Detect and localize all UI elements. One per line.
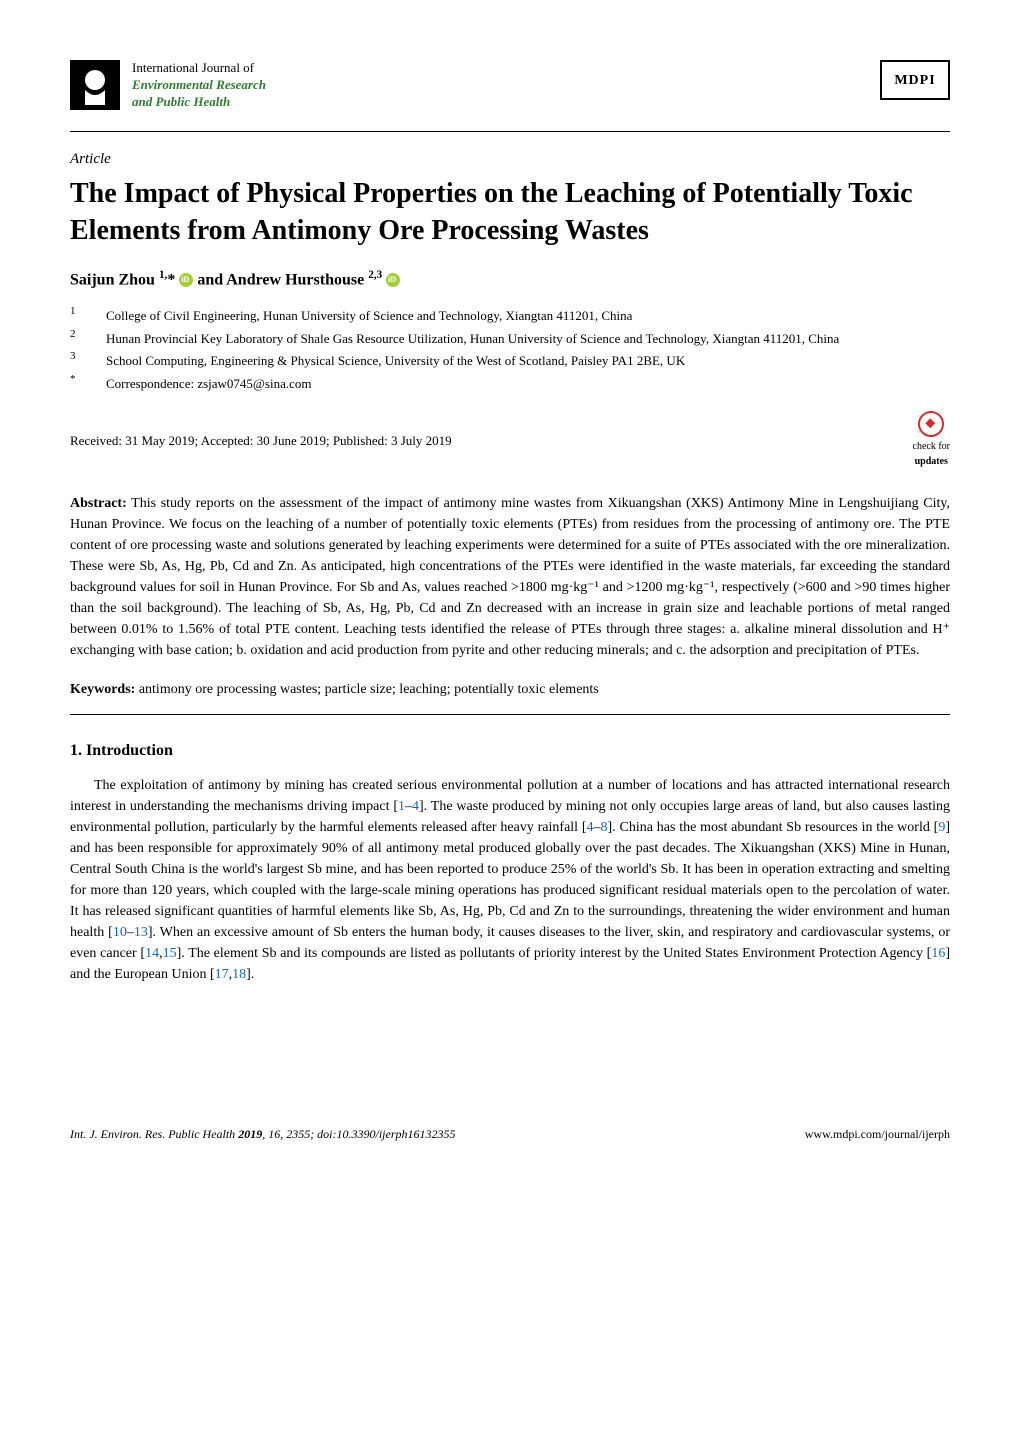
- dates-row: Received: 31 May 2019; Accepted: 30 June…: [70, 411, 950, 469]
- authors-line: Saijun Zhou 1,* and Andrew Hursthouse 2,…: [70, 267, 950, 292]
- affiliation-2: 2Hunan Provincial Key Laboratory of Shal…: [90, 329, 950, 349]
- footer-link[interactable]: www.mdpi.com/journal/ijerph: [805, 1127, 950, 1141]
- affiliation-1: 1College of Civil Engineering, Hunan Uni…: [90, 306, 950, 326]
- article-title: The Impact of Physical Properties on the…: [70, 176, 950, 249]
- affiliations-block: 1College of Civil Engineering, Hunan Uni…: [70, 306, 950, 393]
- publisher-name: MDPI: [894, 70, 935, 91]
- correspondence-text: Correspondence: zsjaw0745@sina.com: [106, 376, 311, 391]
- journal-line3: and Public Health: [132, 94, 266, 111]
- journal-block: International Journal of Environmental R…: [70, 60, 266, 111]
- check-updates-label2: updates: [915, 454, 948, 469]
- keywords-block: Keywords: antimony ore processing wastes…: [70, 679, 950, 700]
- intro-paragraph-1: The exploitation of antimony by mining h…: [70, 775, 950, 985]
- header-divider: [70, 131, 950, 132]
- publication-dates: Received: 31 May 2019; Accepted: 30 June…: [70, 431, 452, 451]
- abstract-block: Abstract: This study reports on the asse…: [70, 493, 950, 661]
- abstract-label: Abstract:: [70, 496, 127, 511]
- affiliation-2-text: Hunan Provincial Key Laboratory of Shale…: [106, 331, 839, 346]
- abstract-text: This study reports on the assessment of …: [70, 496, 950, 658]
- journal-line1: International Journal of: [132, 60, 266, 77]
- section-1-heading: 1. Introduction: [70, 739, 950, 763]
- footer-journal-url[interactable]: www.mdpi.com/journal/ijerph: [805, 1125, 950, 1143]
- check-updates-label1: check for: [913, 439, 950, 454]
- page-header: International Journal of Environmental R…: [70, 60, 950, 111]
- keywords-label: Keywords:: [70, 682, 135, 697]
- check-updates-badge[interactable]: check for updates: [913, 411, 950, 469]
- affiliation-1-text: College of Civil Engineering, Hunan Univ…: [106, 308, 632, 323]
- affiliation-3-text: School Computing, Engineering & Physical…: [106, 353, 685, 368]
- correspondence: *Correspondence: zsjaw0745@sina.com: [90, 374, 950, 394]
- article-type: Article: [70, 148, 950, 171]
- journal-title-text: International Journal of Environmental R…: [132, 60, 266, 111]
- publisher-logo: MDPI: [880, 60, 950, 100]
- footer-citation: Int. J. Environ. Res. Public Health 2019…: [70, 1125, 456, 1143]
- section-divider: [70, 714, 950, 715]
- affiliation-3: 3School Computing, Engineering & Physica…: [90, 351, 950, 371]
- check-updates-icon: [918, 411, 944, 437]
- page-footer: Int. J. Environ. Res. Public Health 2019…: [70, 1125, 950, 1143]
- journal-line2: Environmental Research: [132, 77, 266, 94]
- journal-logo-icon: [70, 60, 120, 110]
- keywords-text: antimony ore processing wastes; particle…: [139, 682, 599, 697]
